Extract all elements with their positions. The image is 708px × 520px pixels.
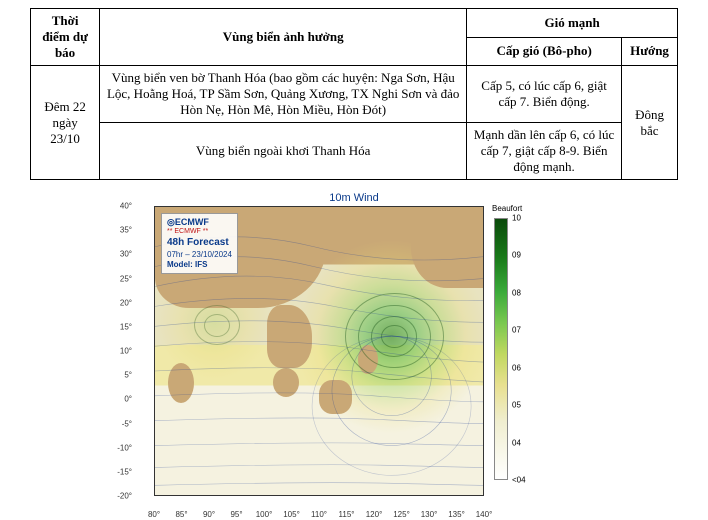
header-time: Thời điểm dự báo: [31, 9, 100, 66]
cyclone-ring: [381, 325, 407, 348]
x-tick: 80°: [148, 510, 160, 519]
legend-tick: 10: [512, 214, 521, 223]
landmass-malay: [273, 368, 299, 397]
legend-tick: 05: [512, 401, 521, 410]
legend-tick: 09: [512, 251, 521, 260]
x-tick: 105°: [283, 510, 300, 519]
cell-wind-level: Cấp 5, có lúc cấp 6, giật cấp 7. Biển độ…: [467, 66, 622, 123]
header-direction: Hướng: [622, 37, 678, 66]
y-tick: -10°: [117, 443, 132, 452]
x-tick: 140°: [476, 510, 493, 519]
info-model: Model: IFS: [167, 260, 232, 270]
x-tick: 120°: [366, 510, 383, 519]
x-tick: 100°: [256, 510, 273, 519]
x-tick: 90°: [203, 510, 215, 519]
chart-title: 10m Wind: [154, 192, 554, 204]
y-tick: 25°: [120, 274, 132, 283]
wind-chart: 10m Wind: [154, 192, 554, 496]
x-tick: 125°: [393, 510, 410, 519]
x-tick: 115°: [339, 510, 355, 519]
y-tick: -15°: [117, 467, 132, 476]
legend-tick: 07: [512, 326, 521, 335]
cell-time: Đêm 22 ngày 23/10: [31, 66, 100, 180]
header-wind-level: Cấp gió (Bô-pho): [467, 37, 622, 66]
table-row: Vùng biển ngoài khơi Thanh Hóa Mạnh dần …: [31, 123, 678, 180]
low-ring: [204, 314, 230, 337]
legend-bar: [494, 218, 508, 480]
cell-wind-level: Mạnh dần lên cấp 6, có lúc cấp 7, giật c…: [467, 123, 622, 180]
landmass-indochina: [267, 305, 313, 368]
landmass-india-tip: [168, 363, 194, 403]
y-tick: -5°: [122, 419, 132, 428]
legend-tick: 04: [512, 438, 521, 447]
x-tick: 110°: [311, 510, 327, 519]
legend-tick: 06: [512, 363, 521, 372]
info-forecast: 48h Forecast: [167, 237, 232, 250]
legend: Beaufort 10090807060504<04: [494, 206, 522, 496]
y-tick: 10°: [120, 347, 132, 356]
legend-title: Beaufort: [492, 204, 522, 213]
x-tick: 85°: [175, 510, 187, 519]
y-tick: 20°: [120, 298, 132, 307]
chart-info-box: ◎ECMWF ** ECMWF ** 48h Forecast 07hr – 2…: [161, 213, 238, 274]
landmass-borneo: [319, 380, 352, 415]
table-row: Đêm 22 ngày 23/10 Vùng biển ven bờ Thanh…: [31, 66, 678, 123]
y-tick: 35°: [120, 226, 132, 235]
cell-region: Vùng biển ngoài khơi Thanh Hóa: [100, 123, 467, 180]
header-wind-group: Gió mạnh: [467, 9, 678, 38]
info-subtitle: ** ECMWF **: [167, 228, 232, 237]
legend-tick: 08: [512, 288, 521, 297]
x-tick: 135°: [448, 510, 465, 519]
y-tick: 5°: [124, 371, 132, 380]
map-area: ◎ECMWF ** ECMWF ** 48h Forecast 07hr – 2…: [154, 206, 484, 496]
x-tick: 95°: [230, 510, 242, 519]
cell-region: Vùng biển ven bờ Thanh Hóa (bao gồm các …: [100, 66, 467, 123]
ecmwf-logo-text: ◎ECMWF: [167, 217, 232, 228]
landmass-east: [411, 207, 483, 288]
legend-tick: <04: [512, 476, 526, 485]
y-tick: -20°: [117, 492, 132, 501]
y-tick: 15°: [120, 322, 132, 331]
y-tick: 40°: [120, 202, 132, 211]
y-tick: 30°: [120, 250, 132, 259]
cell-direction: Đông bắc: [622, 66, 678, 180]
y-tick: 0°: [124, 395, 132, 404]
info-datetime: 07hr – 23/10/2024: [167, 250, 232, 260]
header-region: Vùng biển ảnh hưởng: [100, 9, 467, 66]
forecast-table: Thời điểm dự báo Vùng biển ảnh hưởng Gió…: [30, 8, 678, 180]
x-tick: 130°: [421, 510, 438, 519]
